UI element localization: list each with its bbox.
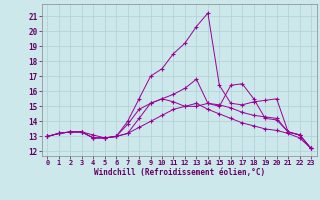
X-axis label: Windchill (Refroidissement éolien,°C): Windchill (Refroidissement éolien,°C)	[94, 168, 265, 177]
